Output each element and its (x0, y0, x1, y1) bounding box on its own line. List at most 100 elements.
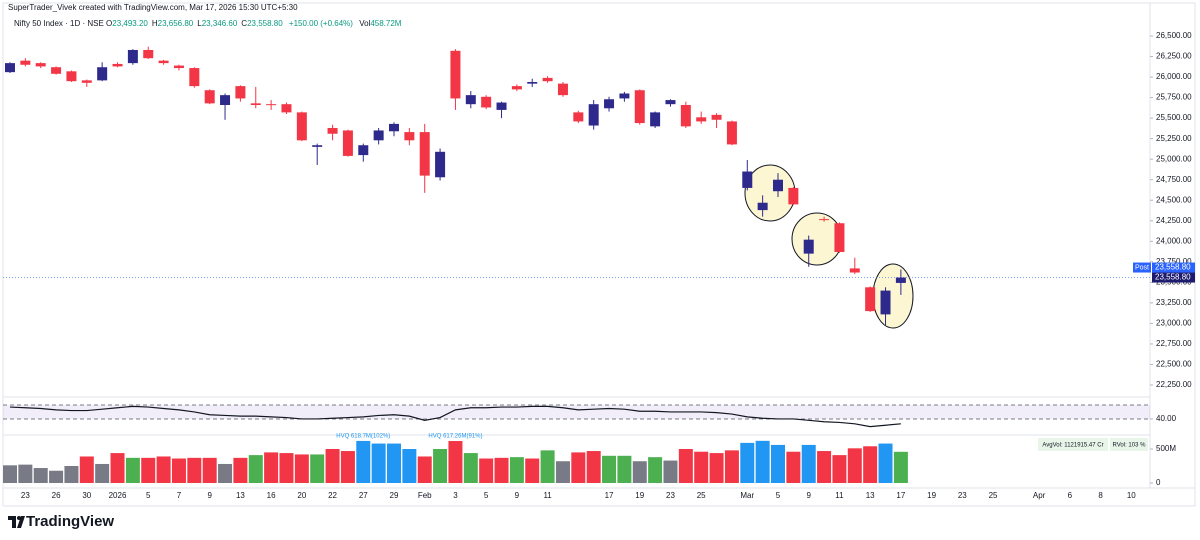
candle-body (112, 63, 123, 67)
x-tick-label: 25 (697, 491, 706, 500)
post-tag-box (1133, 262, 1151, 273)
candle-body (342, 130, 353, 156)
ohlc-values: O23,493.20 H23,656.80 L23,346.60 C23,558.80 (106, 19, 287, 28)
volume-bar (571, 452, 586, 483)
x-tick-label: 6 (1068, 491, 1073, 500)
ohlc-key: C (241, 19, 248, 28)
volume-bar (325, 449, 340, 483)
x-tick-label: Feb (418, 491, 432, 500)
volume-bar (387, 443, 401, 483)
candle-body (742, 171, 753, 188)
volume-bar (156, 456, 171, 483)
y-tick-label: 26,250.00 (1156, 52, 1192, 61)
x-tick-label: 16 (267, 491, 276, 500)
candle-body (327, 127, 338, 134)
price-tag: 23,558.80 (1155, 273, 1191, 282)
y-tick-label: 23,000.00 (1156, 319, 1192, 328)
x-tick-label: 23 (21, 491, 30, 500)
post-tag: Post (1135, 264, 1149, 271)
attribution: SuperTrader_Vivek created with TradingVi… (8, 3, 298, 12)
volume-bar (678, 449, 693, 483)
x-tick-label: 20 (297, 491, 306, 500)
volume-bar (617, 455, 632, 483)
ohlc-key: L (197, 19, 202, 28)
candle-body (281, 104, 292, 113)
volume-bar (218, 463, 233, 483)
volume-bar (586, 451, 601, 483)
brand-name: TradingView (26, 513, 115, 530)
volume-bar (724, 450, 739, 483)
candle-body (849, 268, 860, 273)
y-tick-label: 23,750.00 (1156, 257, 1192, 266)
ohlc-value: 23,493.20 (112, 19, 148, 28)
candle-body (250, 103, 261, 105)
x-tick-label: 13 (236, 491, 245, 500)
x-tick-label: 29 (390, 491, 399, 500)
candle-body (419, 132, 430, 176)
x-tick-label: 22 (328, 491, 337, 500)
candle-body (235, 86, 246, 99)
volume-bar (832, 455, 847, 483)
y-tick-label: 25,750.00 (1156, 93, 1192, 102)
volume-bar (187, 457, 202, 483)
candle-body (880, 290, 891, 315)
candle-body (435, 151, 446, 178)
volume-bar (893, 451, 908, 483)
volume-bar (279, 453, 294, 483)
volume-bar (709, 453, 724, 483)
volume-bar (18, 464, 33, 483)
y-tick-label: 22,750.00 (1156, 339, 1192, 348)
volume-bar (801, 444, 816, 483)
candle-body (81, 80, 92, 83)
volume-bar (448, 441, 463, 483)
price-tag: 23,558.80 (1155, 263, 1191, 272)
candle-body (481, 96, 492, 108)
legend: Nifty 50 Index · 1D · NSE O23,493.20 H23,… (14, 19, 405, 28)
candle-body (527, 82, 538, 84)
x-tick-label: Mar (740, 491, 754, 500)
candle-body (204, 90, 215, 104)
y-tick-label: 24,000.00 (1156, 236, 1192, 245)
candle-body (296, 112, 307, 141)
candle-body (358, 145, 369, 156)
candle-body (588, 104, 599, 126)
volume-bar (847, 448, 862, 483)
x-tick-label: 5 (776, 491, 781, 500)
y-tick-label: 22,500.00 (1156, 360, 1192, 369)
x-tick-label: 3 (453, 491, 458, 500)
volume-value: 458.72M (370, 19, 402, 28)
volume-bar (294, 454, 309, 483)
volume-label: HVQ 617.26M(91%) (428, 434, 482, 440)
ohlc-value: 23,656.80 (157, 19, 194, 28)
volume-bar (540, 450, 555, 483)
candle-body (650, 112, 661, 127)
x-tick-label: 26 (52, 491, 61, 500)
stats-box (1038, 438, 1108, 451)
volume-bar (233, 457, 248, 483)
x-tick-label: 7 (177, 491, 182, 500)
x-tick-label: 30 (82, 491, 91, 500)
candle-body (465, 95, 476, 105)
ohlc-value: 23,346.60 (201, 19, 238, 28)
x-tick-label: 9 (207, 491, 212, 500)
rsi-tick-label: 40.00 (1156, 414, 1177, 423)
avg-volume: AvgVol: 1121915.47 Cr (1042, 443, 1103, 449)
candle-body (127, 49, 138, 64)
ohlc-key: H (151, 19, 158, 28)
volume-bar (863, 446, 878, 483)
candle-body (66, 71, 77, 82)
volume-tick-label: 500M (1156, 444, 1176, 453)
x-tick-label: 5 (146, 491, 151, 500)
highlight-ellipse (872, 263, 914, 329)
candle-body (158, 60, 169, 64)
volume-bar (755, 440, 770, 483)
volume-bar (417, 456, 432, 483)
candle-body (97, 67, 108, 81)
volume-bar (95, 463, 110, 483)
y-tick-label: 25,000.00 (1156, 154, 1192, 163)
y-tick-label: 23,250.00 (1156, 298, 1192, 307)
volume-bar (33, 468, 48, 483)
x-tick-label: 13 (866, 491, 875, 500)
x-tick-label: 9 (806, 491, 811, 500)
